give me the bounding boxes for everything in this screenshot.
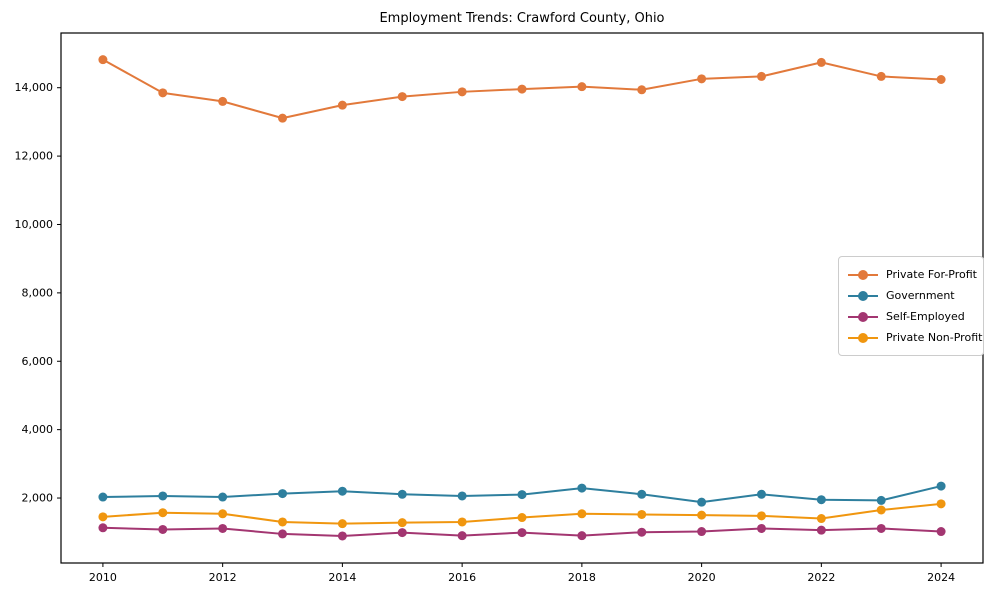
data-point-marker bbox=[278, 113, 288, 123]
data-point-marker bbox=[816, 495, 826, 505]
data-point-marker bbox=[158, 491, 168, 501]
data-point-marker bbox=[218, 509, 228, 519]
data-point-marker bbox=[98, 512, 108, 522]
legend-label: Government bbox=[886, 289, 955, 302]
data-point-marker bbox=[337, 100, 347, 110]
data-point-marker bbox=[577, 509, 587, 519]
data-point-marker bbox=[697, 497, 707, 507]
data-point-marker bbox=[278, 517, 288, 527]
data-point-marker bbox=[637, 527, 647, 537]
data-point-marker bbox=[637, 509, 647, 519]
legend-marker-icon bbox=[848, 269, 878, 280]
data-point-marker bbox=[637, 85, 647, 95]
data-point-marker bbox=[278, 529, 288, 539]
legend-entry-private-non-profit: Private Non-Profit bbox=[848, 327, 982, 348]
data-point-marker bbox=[517, 513, 527, 523]
data-point-marker bbox=[756, 511, 766, 521]
data-point-marker bbox=[936, 481, 946, 491]
x-tick-label: 2012 bbox=[209, 571, 237, 584]
y-tick-label: 2,000 bbox=[22, 492, 54, 505]
legend-label: Private For-Profit bbox=[886, 268, 977, 281]
x-tick-label: 2010 bbox=[89, 571, 117, 584]
data-point-marker bbox=[397, 518, 407, 528]
data-point-marker bbox=[457, 531, 467, 541]
y-tick-label: 14,000 bbox=[15, 81, 54, 94]
data-point-marker bbox=[816, 525, 826, 535]
data-point-marker bbox=[457, 517, 467, 527]
data-point-marker bbox=[577, 82, 587, 92]
data-point-marker bbox=[756, 489, 766, 499]
data-point-marker bbox=[756, 523, 766, 533]
data-point-marker bbox=[697, 510, 707, 520]
data-point-marker bbox=[98, 55, 108, 65]
data-point-marker bbox=[337, 531, 347, 541]
y-tick-label: 10,000 bbox=[15, 218, 54, 231]
legend: Private For-Profit Government Self-Emplo… bbox=[838, 256, 984, 356]
legend-marker-icon bbox=[848, 311, 878, 322]
legend-entry-self-employed: Self-Employed bbox=[848, 306, 974, 327]
data-point-marker bbox=[936, 527, 946, 537]
legend-marker-icon bbox=[848, 332, 878, 343]
x-tick-label: 2014 bbox=[328, 571, 356, 584]
series-self-employed bbox=[98, 523, 946, 541]
data-point-marker bbox=[577, 483, 587, 493]
data-point-marker bbox=[218, 523, 228, 533]
legend-entry-government: Government bbox=[848, 285, 974, 306]
data-point-marker bbox=[876, 71, 886, 81]
data-point-marker bbox=[517, 490, 527, 500]
series-government bbox=[98, 481, 946, 507]
series-private-for-profit bbox=[98, 55, 946, 123]
data-point-marker bbox=[397, 528, 407, 538]
y-tick-label: 4,000 bbox=[22, 423, 54, 436]
data-point-marker bbox=[637, 489, 647, 499]
x-tick-label: 2022 bbox=[807, 571, 835, 584]
x-tick-label: 2024 bbox=[927, 571, 955, 584]
legend-label: Self-Employed bbox=[886, 310, 965, 323]
data-point-marker bbox=[876, 495, 886, 505]
data-point-marker bbox=[158, 88, 168, 98]
x-tick-label: 2018 bbox=[568, 571, 596, 584]
data-point-marker bbox=[517, 528, 527, 538]
data-point-marker bbox=[816, 57, 826, 67]
x-tick-label: 2020 bbox=[688, 571, 716, 584]
data-point-marker bbox=[98, 523, 108, 533]
legend-entry-private-for-profit: Private For-Profit bbox=[848, 264, 977, 285]
data-point-marker bbox=[278, 489, 288, 499]
data-point-marker bbox=[936, 499, 946, 509]
y-tick-label: 6,000 bbox=[22, 355, 54, 368]
data-point-marker bbox=[756, 71, 766, 81]
data-point-marker bbox=[218, 96, 228, 106]
data-point-marker bbox=[876, 523, 886, 533]
data-point-marker bbox=[457, 491, 467, 501]
data-point-marker bbox=[158, 524, 168, 534]
data-point-marker bbox=[697, 527, 707, 537]
legend-label: Private Non-Profit bbox=[886, 331, 983, 344]
legend-marker-icon bbox=[848, 290, 878, 301]
data-point-marker bbox=[517, 84, 527, 94]
data-point-marker bbox=[577, 531, 587, 541]
y-tick-label: 8,000 bbox=[22, 286, 54, 299]
data-point-marker bbox=[397, 92, 407, 102]
x-tick-label: 2016 bbox=[448, 571, 476, 584]
data-point-marker bbox=[337, 519, 347, 529]
series-private-non-profit bbox=[98, 499, 946, 529]
data-point-marker bbox=[816, 514, 826, 524]
data-point-marker bbox=[158, 508, 168, 518]
data-point-marker bbox=[98, 492, 108, 502]
data-point-marker bbox=[397, 489, 407, 499]
data-point-marker bbox=[457, 87, 467, 97]
data-point-marker bbox=[697, 74, 707, 84]
y-tick-label: 12,000 bbox=[15, 150, 54, 163]
data-point-marker bbox=[936, 75, 946, 85]
chart-title: Employment Trends: Crawford County, Ohio bbox=[379, 11, 665, 26]
data-point-marker bbox=[876, 505, 886, 515]
data-point-marker bbox=[218, 492, 228, 502]
data-point-marker bbox=[337, 486, 347, 496]
